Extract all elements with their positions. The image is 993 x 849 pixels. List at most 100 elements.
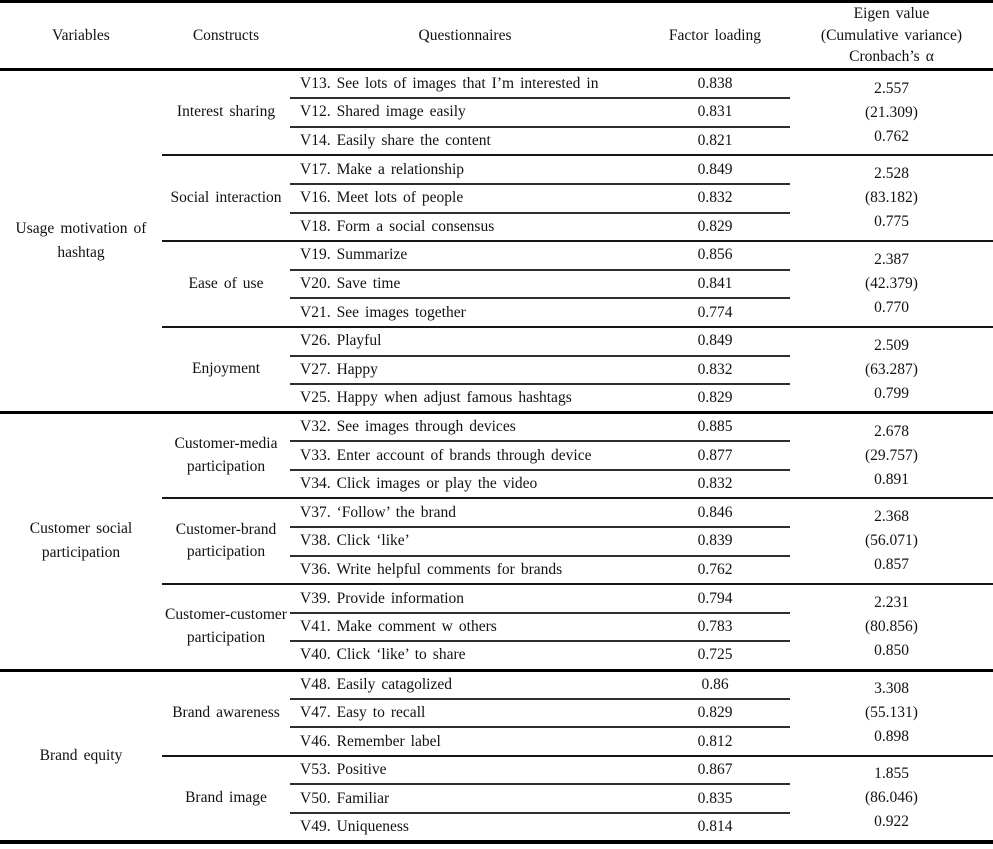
table-row: Brand image V53. Positive 0.867 1.855 (8… [0, 755, 993, 844]
factor-loading-cell: 0.841 [640, 269, 790, 300]
cronbachs-alpha: 0.922 [874, 813, 909, 831]
header-eigen-line3: Cronbach’s α [849, 48, 934, 66]
questionnaire-cell: V50. Familiar [290, 784, 640, 814]
table-row: V18. Form a social consensus 0.829 [0, 212, 993, 243]
eigen-cell: 2.528 (83.182) 0.775 [790, 155, 993, 243]
eigen-cell: 2.678 (29.757) 0.891 [790, 412, 993, 500]
table-row: V27. Happy 0.832 [0, 355, 993, 386]
eigen-value: 3.308 [874, 680, 909, 698]
factor-loading-cell: 0.867 [640, 755, 790, 786]
factor-loading-cell: 0.835 [640, 784, 790, 814]
cumulative-variance: (29.757) [865, 446, 918, 464]
cumulative-variance: (55.131) [865, 704, 918, 722]
factor-loading-cell: 0.814 [640, 813, 790, 844]
construct-cell: Customer-customer participation [162, 584, 290, 672]
questionnaire-cell: V21. See images together [290, 298, 640, 328]
eigen-value: 2.557 [874, 79, 909, 97]
factor-loading-cell: 0.821 [640, 126, 790, 157]
construct-cell: Brand image [162, 755, 290, 844]
variable-cell: Customer social participation [0, 412, 162, 672]
table-row: V16. Meet lots of people 0.832 [0, 183, 993, 214]
table-row: V33. Enter account of brands through dev… [0, 441, 993, 471]
questionnaire-cell: V17. Make a relationship [290, 155, 640, 185]
factor-loading-cell: 0.829 [640, 698, 790, 729]
eigen-value: 2.387 [874, 250, 909, 268]
factor-loading-cell: 0.849 [640, 326, 790, 357]
factor-loading-cell: 0.846 [640, 498, 790, 529]
construct-cell: Ease of use [162, 241, 290, 328]
factor-loading-cell: 0.832 [640, 355, 790, 386]
factor-loading-cell: 0.885 [640, 412, 790, 443]
cumulative-variance: (83.182) [865, 189, 918, 207]
table-row: Customer social participation Customer-m… [0, 412, 993, 672]
header-eigen: Eigen value (Cumulative variance) Cronba… [790, 1, 993, 72]
header-row: Variables Constructs Questionnaires Fact… [0, 1, 993, 72]
factor-loading-cell: 0.856 [640, 241, 790, 271]
questionnaire-cell: V48. Easily catagolized [290, 670, 640, 700]
factor-loading-cell: 0.812 [640, 727, 790, 757]
table-row: Social interaction V17. Make a relations… [0, 155, 993, 243]
questionnaire-cell: V20. Save time [290, 269, 640, 300]
table-row: V49. Uniqueness 0.814 [0, 813, 993, 844]
table-row: V41. Make comment w others 0.783 [0, 612, 993, 643]
cronbachs-alpha: 0.762 [874, 127, 909, 145]
construct-cell: Enjoyment [162, 326, 290, 415]
questionnaire-cell: V18. Form a social consensus [290, 212, 640, 243]
cumulative-variance: (21.309) [865, 103, 918, 121]
table-row: V20. Save time 0.841 [0, 269, 993, 300]
questionnaire-cell: V19. Summarize [290, 241, 640, 271]
cronbachs-alpha: 0.857 [874, 556, 909, 574]
table-row: V47. Easy to recall 0.829 [0, 698, 993, 729]
eigen-cell: 2.509 (63.287) 0.799 [790, 326, 993, 415]
factor-loading-cell: 0.831 [640, 98, 790, 128]
questionnaire-cell: V36. Write helpful comments for brands [290, 555, 640, 586]
table-row: Brand equity Brand awareness V48. Easily… [0, 670, 993, 844]
table-row: V34. Click images or play the video 0.83… [0, 469, 993, 500]
eigen-value: 2.231 [874, 593, 909, 611]
cumulative-variance: (63.287) [865, 360, 918, 378]
factor-loading-cell: 0.725 [640, 641, 790, 672]
eigen-cell: 3.308 (55.131) 0.898 [790, 670, 993, 757]
header-eigen-line1: Eigen value [853, 5, 930, 22]
factor-loading-cell: 0.829 [640, 212, 790, 243]
questionnaire-cell: V39. Provide information [290, 584, 640, 614]
questionnaire-cell: V40. Click ‘like’ to share [290, 641, 640, 672]
eigen-cell: 2.231 (80.856) 0.850 [790, 584, 993, 672]
questionnaire-cell: V33. Enter account of brands through dev… [290, 441, 640, 471]
header-questionnaires: Questionnaires [290, 1, 640, 72]
construct-cell: Customer-media participation [162, 412, 290, 500]
cronbachs-alpha: 0.770 [874, 299, 909, 317]
table-row: V38. Click ‘like’ 0.839 [0, 527, 993, 557]
cumulative-variance: (56.071) [865, 532, 918, 550]
eigen-cell: 2.368 (56.071) 0.857 [790, 498, 993, 586]
cronbachs-alpha: 0.898 [874, 728, 909, 746]
questionnaire-cell: V41. Make comment w others [290, 612, 640, 643]
questionnaire-cell: V27. Happy [290, 355, 640, 386]
eigen-value: 2.528 [874, 165, 909, 183]
header-eigen-line2: (Cumulative variance) [820, 26, 963, 44]
table-row: V50. Familiar 0.835 [0, 784, 993, 814]
questionnaire-cell: V53. Positive [290, 755, 640, 786]
questionnaire-cell: V13. See lots of images that I’m interes… [290, 69, 640, 100]
factor-loading-cell: 0.877 [640, 441, 790, 471]
table-row: V21. See images together 0.774 [0, 298, 993, 328]
cumulative-variance: (80.856) [865, 617, 918, 635]
questionnaire-cell: V26. Playful [290, 326, 640, 357]
table-row: Enjoyment V26. Playful 0.849 2.509 (63.2… [0, 326, 993, 415]
table-row: Customer-customer participation V39. Pro… [0, 584, 993, 672]
questionnaire-cell: V37. ‘Follow’ the brand [290, 498, 640, 529]
cumulative-variance: (42.379) [865, 275, 918, 292]
factor-loading-cell: 0.829 [640, 384, 790, 415]
header-constructs: Constructs [162, 1, 290, 72]
factor-loading-cell: 0.794 [640, 584, 790, 614]
questionnaire-cell: V12. Shared image easily [290, 98, 640, 128]
eigen-cell: 2.557 (21.309) 0.762 [790, 69, 993, 157]
construct-cell: Social interaction [162, 155, 290, 243]
table-row: V12. Shared image easily 0.831 [0, 98, 993, 128]
questionnaire-cell: V47. Easy to recall [290, 698, 640, 729]
factor-loading-cell: 0.783 [640, 612, 790, 643]
variable-cell: Usage motivation of hashtag [0, 69, 162, 415]
factor-loading-cell: 0.849 [640, 155, 790, 185]
factor-loading-cell: 0.839 [640, 527, 790, 557]
